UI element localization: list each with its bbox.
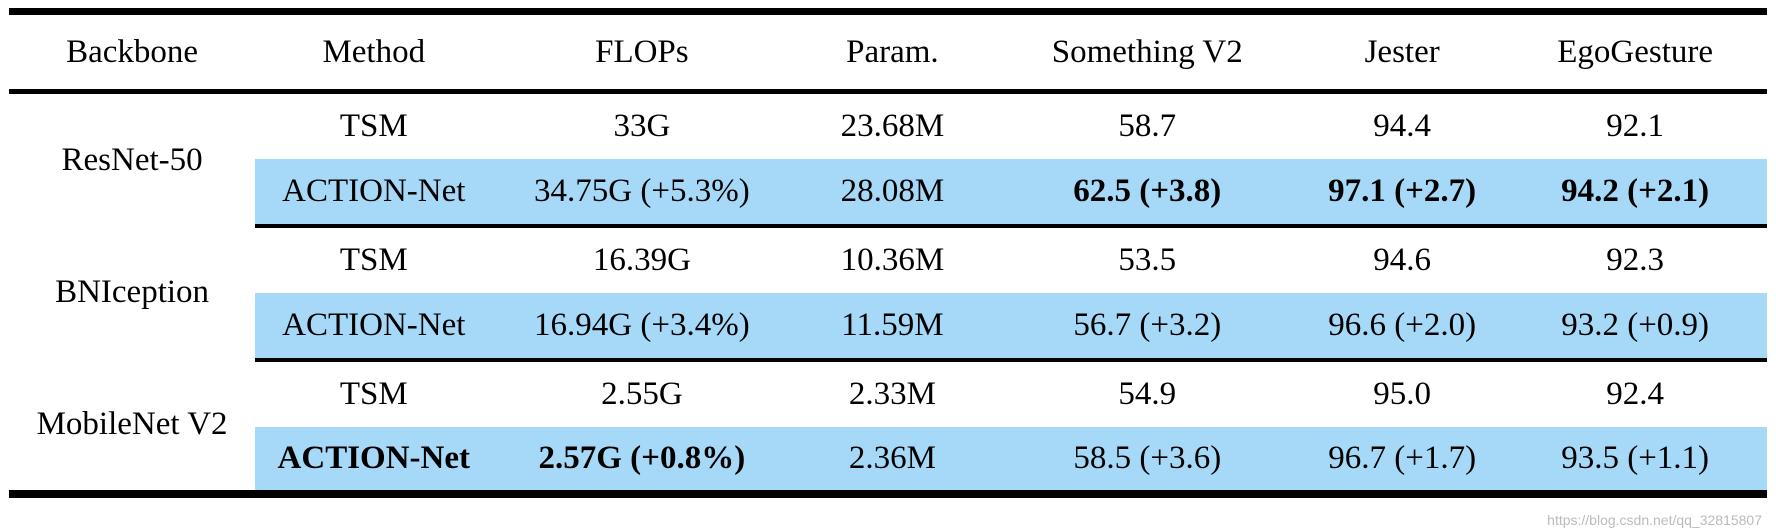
cell-something-v2: 54.9 <box>1118 375 1177 412</box>
table-row-highlighted: ACTION-Net 2.57G (+0.8%) 2.36M 58.5 (+3.… <box>9 426 1767 494</box>
cell-method-flops-bold: ACTION-Net <box>255 426 493 494</box>
cell-egogesture: 92.3 <box>1606 241 1664 278</box>
col-header-param: Param. <box>791 11 994 94</box>
cell-jester: 96.6 (+2.0) <box>1301 292 1504 362</box>
cell-something-v2: 53.5 <box>1118 241 1177 278</box>
cell-egogesture: 93.5 (+1.1) <box>1503 426 1767 494</box>
cell-param: 23.68M <box>840 108 945 145</box>
cell-method: TSM <box>339 108 408 145</box>
col-header-method: Method <box>255 11 493 94</box>
backbone-cell: ResNet-50 <box>9 91 256 226</box>
cell-method: ACTION-Net <box>255 158 493 228</box>
table-row: ResNet-50 TSM 33G 23.68M 58.7 94.4 92.1 <box>9 91 1767 226</box>
results-table: Backbone Method FLOPs Param. Something V… <box>9 8 1767 498</box>
table-row: MobileNet V2 TSM 2.55G 2.33M 54.9 95.0 9… <box>9 359 1767 494</box>
table-row-highlighted: ACTION-Net 34.75G (+5.3%) 28.08M 62.5 (+… <box>9 158 1767 228</box>
cell-method: TSM <box>339 375 408 412</box>
cell-something-v2: 58.5 (+3.6) <box>993 426 1302 494</box>
cell-jester: 94.6 <box>1373 241 1432 278</box>
backbone-cell: MobileNet V2 <box>9 359 256 494</box>
cell-something-v2: 56.7 (+3.2) <box>993 292 1302 362</box>
cell-param: 11.59M <box>791 292 994 362</box>
watermark-url: https://blog.csdn.net/qq_32815807 <box>1547 512 1762 528</box>
cell-jester: 95.0 <box>1373 375 1432 412</box>
cell-flops: 33G <box>613 108 671 145</box>
col-header-jester: Jester <box>1301 11 1504 94</box>
cell-jester: 96.7 (+1.7) <box>1301 426 1504 494</box>
cell-egogesture: 92.1 <box>1606 108 1664 145</box>
cell-flops: 16.94G (+3.4%) <box>492 292 792 362</box>
table-row: BNIception TSM 16.39G 10.36M 53.5 94.6 9… <box>9 225 1767 360</box>
cell-something-v2: 62.5 (+3.8) <box>993 158 1302 228</box>
cell-egogesture: 92.4 <box>1606 375 1664 412</box>
cell-flops: 2.55G <box>601 375 683 412</box>
cell-egogesture: 94.2 (+2.1) <box>1503 158 1767 228</box>
backbone-cell: BNIception <box>9 225 256 360</box>
cell-method: TSM <box>339 241 408 278</box>
cell-flops: 16.39G <box>592 241 691 278</box>
cell-param: 2.33M <box>848 375 936 412</box>
cell-method: ACTION-Net <box>255 292 493 362</box>
cell-flops: 34.75G (+5.3%) <box>492 158 792 228</box>
cell-param: 10.36M <box>840 241 945 278</box>
cell-jester: 97.1 (+2.7) <box>1301 158 1504 228</box>
cell-egogesture: 93.2 (+0.9) <box>1503 292 1767 362</box>
cell-param: 2.36M <box>791 426 994 494</box>
header-row: Backbone Method FLOPs Param. Something V… <box>9 11 1767 94</box>
cell-jester: 94.4 <box>1373 108 1432 145</box>
cell-something-v2: 58.7 <box>1118 108 1177 145</box>
col-header-flops: FLOPs <box>492 11 792 94</box>
cell-param: 28.08M <box>791 158 994 228</box>
col-header-backbone: Backbone <box>9 11 256 94</box>
table-row-highlighted: ACTION-Net 16.94G (+3.4%) 11.59M 56.7 (+… <box>9 292 1767 362</box>
col-header-something-v2: Something V2 <box>993 11 1302 94</box>
cell-flops: 2.57G (+0.8%) <box>492 426 792 494</box>
col-header-egogesture: EgoGesture <box>1503 11 1767 94</box>
